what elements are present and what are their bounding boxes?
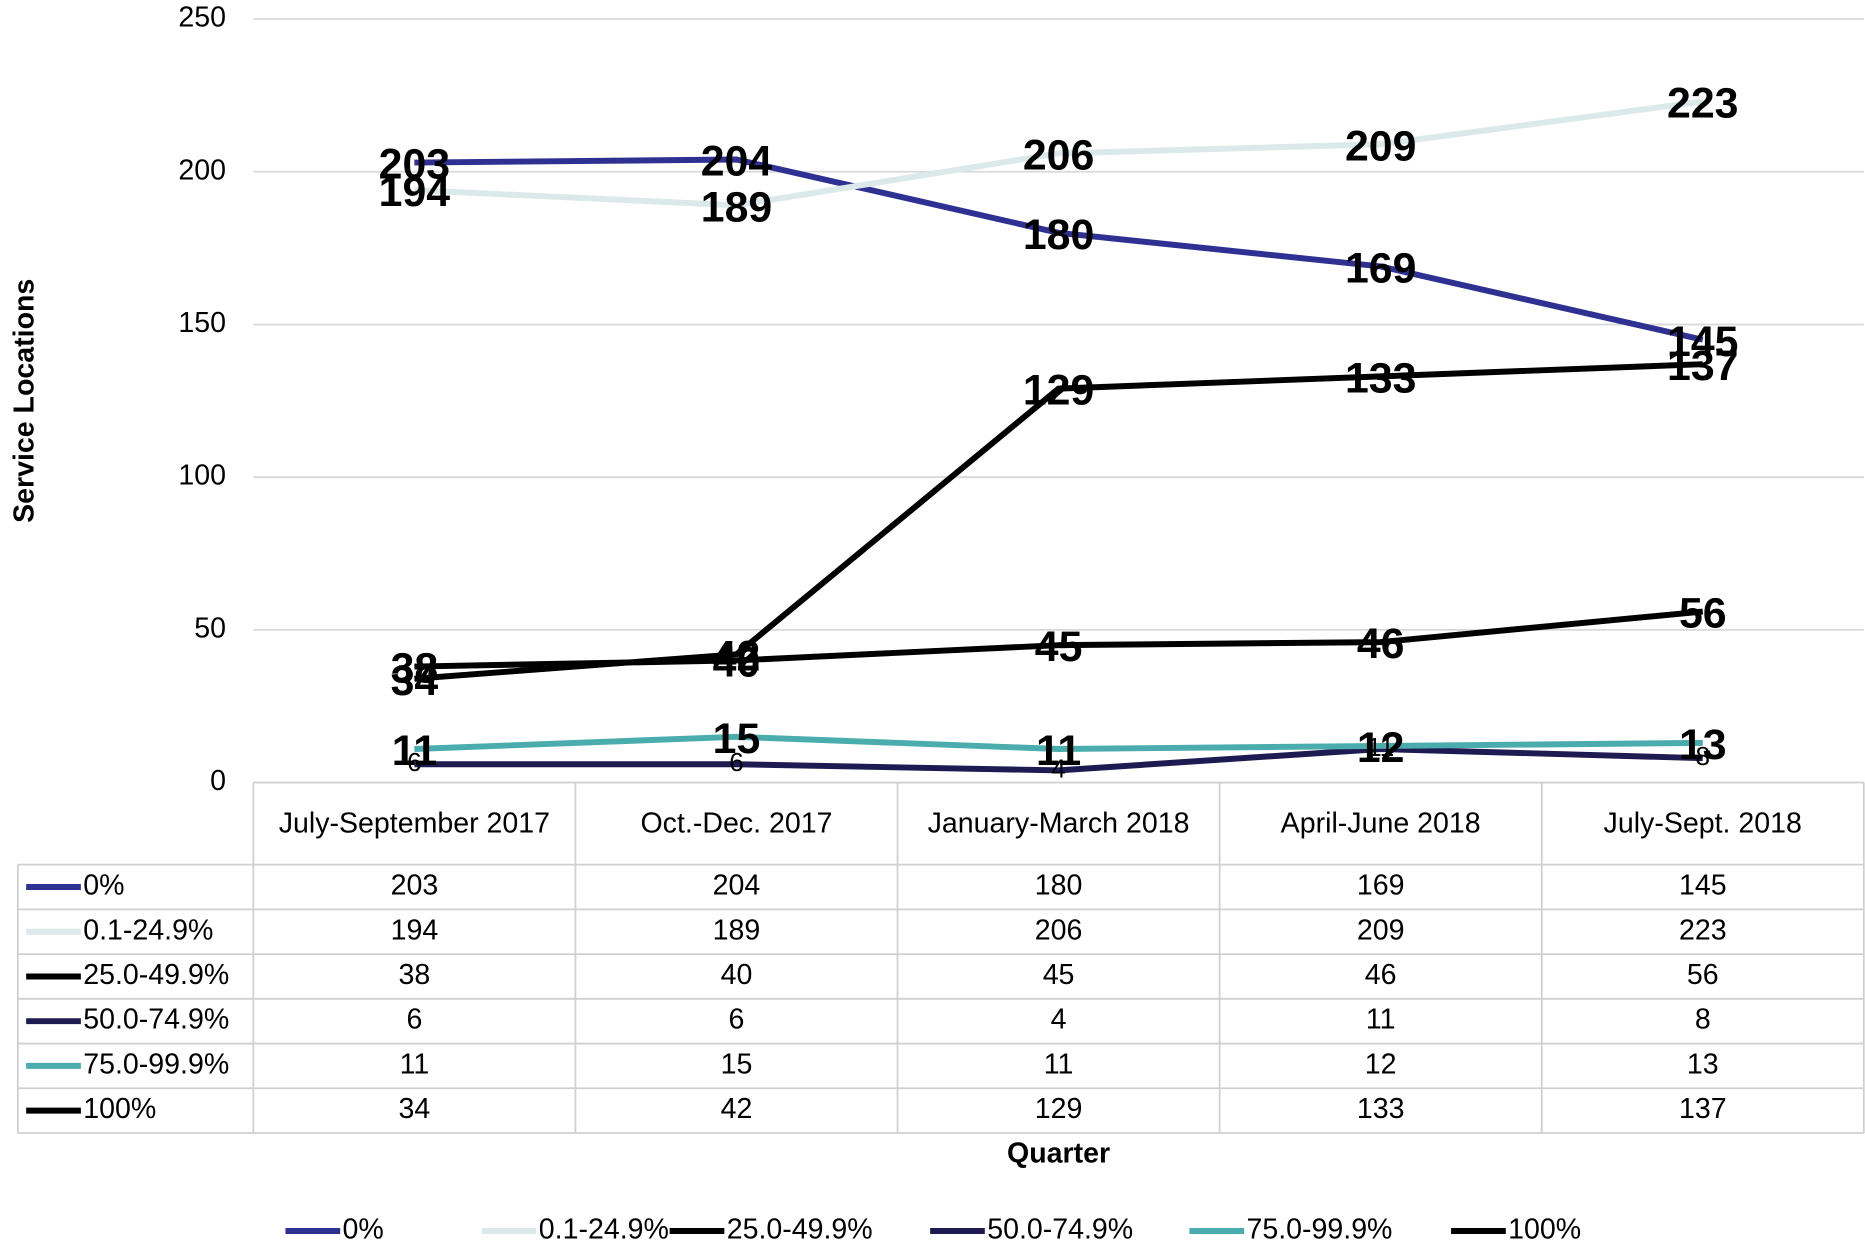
table-row-label: 75.0-99.9% (83, 1048, 229, 1080)
data-label: 45 (1035, 623, 1083, 671)
data-label: 42 (713, 632, 761, 680)
table-cell: 4 (1051, 1004, 1067, 1036)
data-label: 204 (701, 138, 773, 186)
table-cell: 206 (1035, 914, 1083, 946)
table-cell: 45 (1043, 959, 1075, 991)
data-label: 12 (1357, 724, 1405, 772)
series-line (414, 733, 1703, 752)
series-line (414, 746, 1703, 774)
series-line (414, 156, 1704, 343)
table-row-label: 0.1-24.9% (83, 914, 213, 946)
data-label: 8 (1695, 741, 1710, 771)
table-cell: 203 (391, 870, 439, 902)
table-cell: 204 (713, 870, 761, 902)
x-category-label: July-Sept. 2018 (1603, 807, 1802, 840)
table-cell: 34 (399, 1093, 431, 1125)
x-category-label: Oct.-Dec. 2017 (640, 807, 833, 840)
data-label: 133 (1345, 354, 1416, 402)
y-tick-label: 250 (178, 2, 226, 34)
x-category-label: July-September 2017 (278, 807, 551, 840)
x-axis-title: Quarter (1007, 1137, 1110, 1169)
legend-label: 50.0-74.9% (987, 1214, 1133, 1246)
data-label: 34 (391, 657, 439, 705)
y-tick-label: 100 (178, 460, 226, 492)
table-cell: 6 (406, 1004, 422, 1036)
x-category-label: January-March 2018 (927, 807, 1190, 840)
data-label: 11 (1036, 727, 1081, 775)
data-label: 40 (713, 639, 761, 687)
table-cell: 38 (399, 959, 431, 991)
category-cell: April-June 2018 (1280, 807, 1481, 840)
table-cell: 133 (1357, 1093, 1405, 1125)
table-cell: 180 (1035, 870, 1083, 902)
data-label: 6 (729, 747, 744, 777)
table-cell: 11 (1366, 1004, 1396, 1036)
table-cell: 11 (1044, 1048, 1074, 1080)
data-label: 11 (1367, 732, 1394, 762)
y-tick-label: 50 (194, 612, 226, 644)
category-cell: July-September 2017 (278, 807, 551, 840)
data-label: 15 (713, 715, 761, 763)
table-cell: 15 (721, 1048, 753, 1080)
data-label: 46 (1357, 620, 1405, 668)
legend-label: 0.1-24.9% (539, 1214, 669, 1246)
table-cell: 12 (1365, 1048, 1397, 1080)
table-cell: 145 (1679, 870, 1727, 902)
data-label: 169 (1345, 244, 1416, 292)
data-label: 129 (1023, 367, 1094, 415)
data-label: 11 (392, 727, 437, 775)
data-label: 4 (1051, 753, 1066, 783)
data-label: 6 (407, 747, 422, 777)
series-line (414, 98, 1704, 209)
table-cell: 194 (391, 914, 439, 946)
y-tick-label: 150 (178, 307, 226, 339)
table-row-label: 50.0-74.9% (83, 1004, 229, 1036)
table-cell: 189 (713, 914, 761, 946)
table-cell: 223 (1679, 914, 1727, 946)
data-label: 223 (1667, 80, 1738, 128)
table-cell: 13 (1687, 1048, 1719, 1080)
data-label: 209 (1345, 122, 1416, 170)
data-label: 180 (1023, 211, 1094, 259)
data-label: 203 (379, 141, 450, 189)
data-label: 194 (379, 168, 451, 216)
table-cell: 137 (1679, 1093, 1727, 1125)
table-cell: 8 (1695, 1004, 1711, 1036)
table-cell: 56 (1687, 959, 1719, 991)
table-cell: 169 (1357, 870, 1405, 902)
category-cell: July-Sept. 2018 (1603, 807, 1802, 840)
data-label: 137 (1667, 342, 1738, 390)
table-cell: 6 (729, 1004, 745, 1036)
series-line (414, 361, 1703, 682)
table-row-label: 25.0-49.9% (83, 959, 229, 991)
table-cell: 209 (1357, 914, 1405, 946)
category-cell: Oct.-Dec. 2017 (640, 807, 833, 840)
data-label: 13 (1679, 721, 1727, 769)
table-cell: 42 (721, 1093, 753, 1125)
y-axis-title: Service Locations (9, 279, 41, 523)
legend-label: 75.0-99.9% (1247, 1214, 1393, 1246)
category-cell: January-March 2018 (927, 807, 1190, 840)
table-cell: 40 (721, 959, 753, 991)
data-label: 145 (1667, 318, 1738, 366)
x-category-label: April-June 2018 (1280, 807, 1481, 840)
table-cell: 11 (400, 1048, 430, 1080)
data-label: 56 (1679, 590, 1727, 638)
legend-label: 0% (343, 1214, 384, 1246)
data-label: 189 (701, 183, 772, 231)
table-cell: 129 (1035, 1093, 1083, 1125)
legend-label: 25.0-49.9% (727, 1214, 873, 1246)
y-tick-label: 200 (178, 154, 226, 186)
legend-label: 100% (1508, 1214, 1581, 1246)
table-row-label: 100% (83, 1093, 156, 1125)
table-cell: 46 (1365, 959, 1397, 991)
data-label: 206 (1023, 131, 1094, 179)
table-row-label: 0% (83, 870, 124, 902)
data-label: 38 (391, 645, 439, 693)
y-tick-label: 0 (210, 765, 226, 797)
